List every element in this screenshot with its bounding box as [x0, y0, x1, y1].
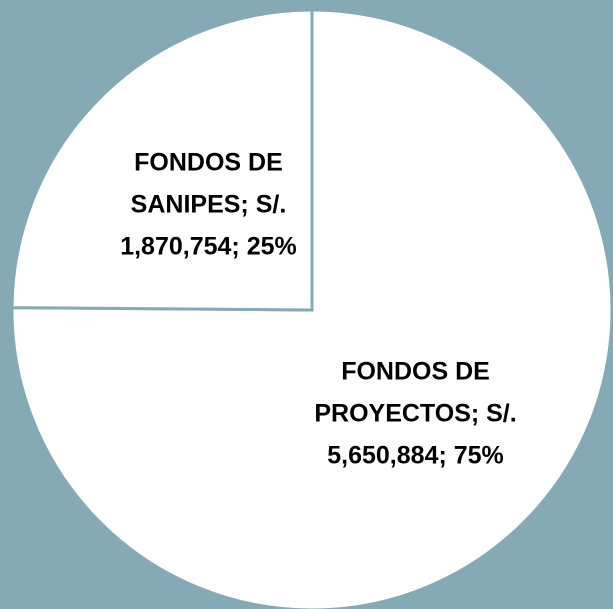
data-label-line: FONDOS DE	[341, 357, 490, 385]
data-label-line: PROYECTOS; S/.	[314, 399, 516, 427]
pie-slice	[10, 8, 314, 312]
data-label-line: 5,650,884; 75%	[327, 441, 504, 469]
data-label-line: FONDOS DE	[134, 148, 283, 176]
data-label: FONDOS DE SANIPES; S/. 1,870,754; 25%	[120, 148, 297, 260]
data-label-line: 1,870,754; 25%	[120, 232, 297, 260]
data-label: FONDOS DE PROYECTOS; S/. 5,650,884; 75%	[314, 357, 516, 469]
data-label-line: SANIPES; S/.	[131, 190, 287, 218]
